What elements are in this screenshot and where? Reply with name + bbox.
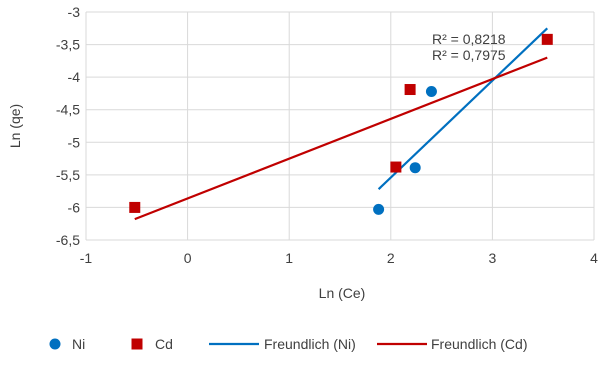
legend-marker-square: [131, 338, 143, 350]
y-tick-label: -4: [68, 69, 81, 85]
legend-label: Freundlich (Ni): [264, 336, 356, 352]
r2-label: R² = 0,7975: [432, 47, 506, 63]
y-tick-labels: -3 -3,5 -4 -4,5 -5 -5,5 -6 -6,5: [56, 4, 80, 248]
x-tick-label: 4: [590, 250, 598, 266]
trendlines: [134, 27, 549, 221]
y-tick-label: -3: [68, 4, 81, 20]
legend-label: Cd: [155, 336, 173, 352]
x-tick-label: 0: [184, 250, 192, 266]
legend-label: Ni: [72, 336, 85, 352]
y-tick-label: -4,5: [56, 102, 80, 118]
legend-label: Freundlich (Cd): [431, 336, 527, 352]
y-tick-label: -5: [68, 134, 81, 150]
y-tick-label: -6,5: [56, 232, 80, 248]
data-point: [409, 162, 421, 174]
data-points: [129, 33, 553, 215]
x-tick-labels: -1 0 1 2 3 4: [80, 250, 598, 266]
grid-lines: [85, 11, 595, 241]
x-axis-label: Ln (Ce): [319, 285, 366, 301]
y-axis-label: Ln (qe): [7, 104, 23, 148]
y-tick-label: -6: [68, 199, 81, 215]
data-point: [373, 203, 385, 215]
r2-label: R² = 0,8218: [432, 31, 506, 47]
legend-marker-circle: [49, 338, 61, 350]
y-tick-label: -3,5: [56, 37, 80, 53]
legend: Ni Cd Freundlich (Ni) Freundlich (Cd): [49, 336, 527, 352]
data-point: [404, 84, 416, 96]
data-point: [129, 201, 141, 213]
x-tick-label: -1: [80, 250, 93, 266]
trendline: [134, 56, 548, 221]
x-tick-label: 3: [489, 250, 497, 266]
data-point: [541, 33, 553, 45]
x-tick-label: 2: [387, 250, 395, 266]
data-point: [425, 85, 437, 97]
data-point: [390, 161, 402, 173]
y-tick-label: -5,5: [56, 167, 80, 183]
trendline: [377, 27, 549, 190]
x-tick-label: 1: [285, 250, 293, 266]
